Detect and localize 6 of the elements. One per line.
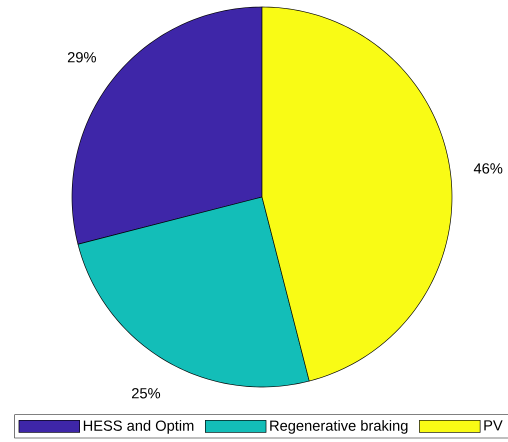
legend-label: HESS and Optim <box>84 420 194 434</box>
data-label: 25% <box>132 388 160 398</box>
legend-label: Regenerative braking <box>270 420 408 434</box>
data-label: 29% <box>68 52 96 62</box>
legend-label: PV <box>484 420 503 430</box>
data-label: 46% <box>474 163 502 174</box>
